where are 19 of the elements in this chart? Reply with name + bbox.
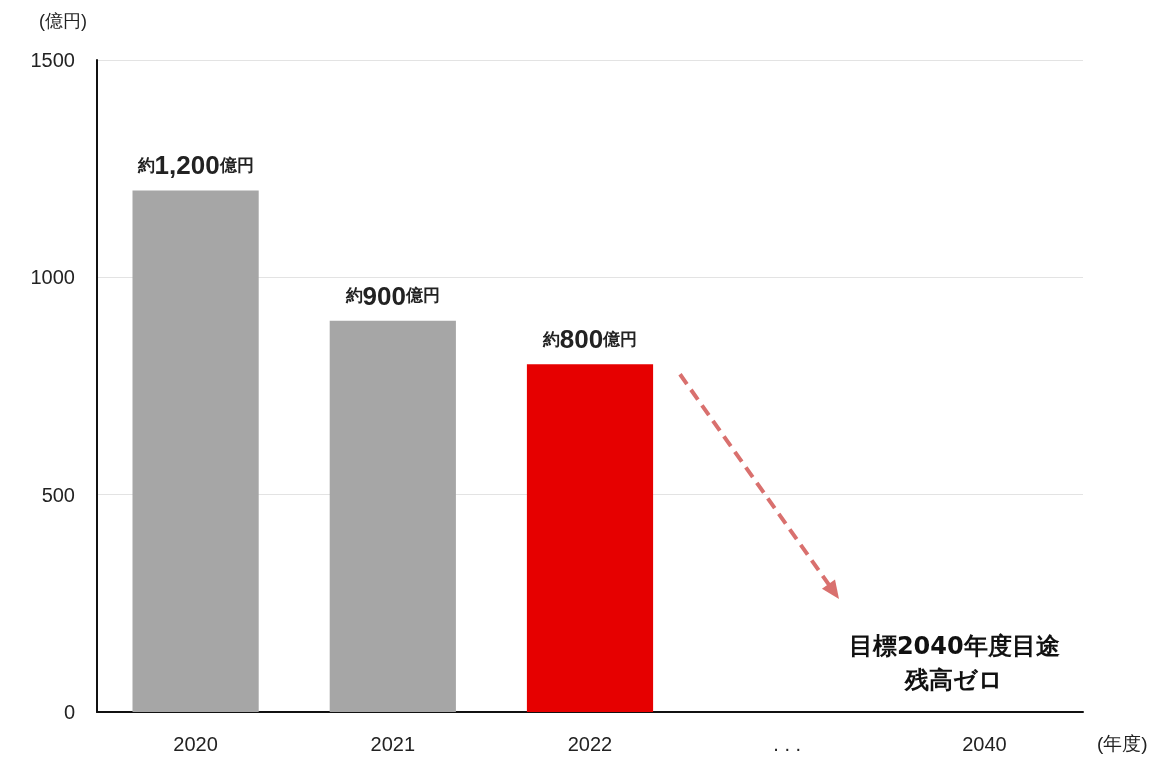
x-tick-label: 2022 bbox=[567, 733, 613, 755]
y-tick-label: 500 bbox=[41, 483, 75, 506]
x-tick-label: 2021 bbox=[370, 733, 416, 755]
bar bbox=[526, 364, 654, 712]
y-tick-label: 1000 bbox=[30, 266, 75, 289]
x-tick-label: . . . bbox=[773, 733, 802, 755]
x-tick-label: 2040 bbox=[962, 733, 1007, 755]
data-label: 約800億円 bbox=[541, 324, 638, 355]
bar bbox=[329, 320, 456, 712]
y-axis-title: (億円) bbox=[39, 11, 87, 31]
y-tick-label: 1500 bbox=[30, 49, 75, 71]
annotation: 残高ゼロ bbox=[905, 666, 1004, 694]
x-axis-title: (年度) bbox=[1097, 733, 1148, 754]
y-tick-label: 0 bbox=[63, 701, 75, 723]
annotation: 目標2040年度目途 bbox=[848, 632, 1060, 660]
x-tick-label: 2020 bbox=[173, 733, 218, 755]
bar bbox=[132, 190, 259, 712]
data-label: 約900億円 bbox=[344, 280, 440, 311]
data-label: 約1,200億円 bbox=[136, 150, 254, 181]
